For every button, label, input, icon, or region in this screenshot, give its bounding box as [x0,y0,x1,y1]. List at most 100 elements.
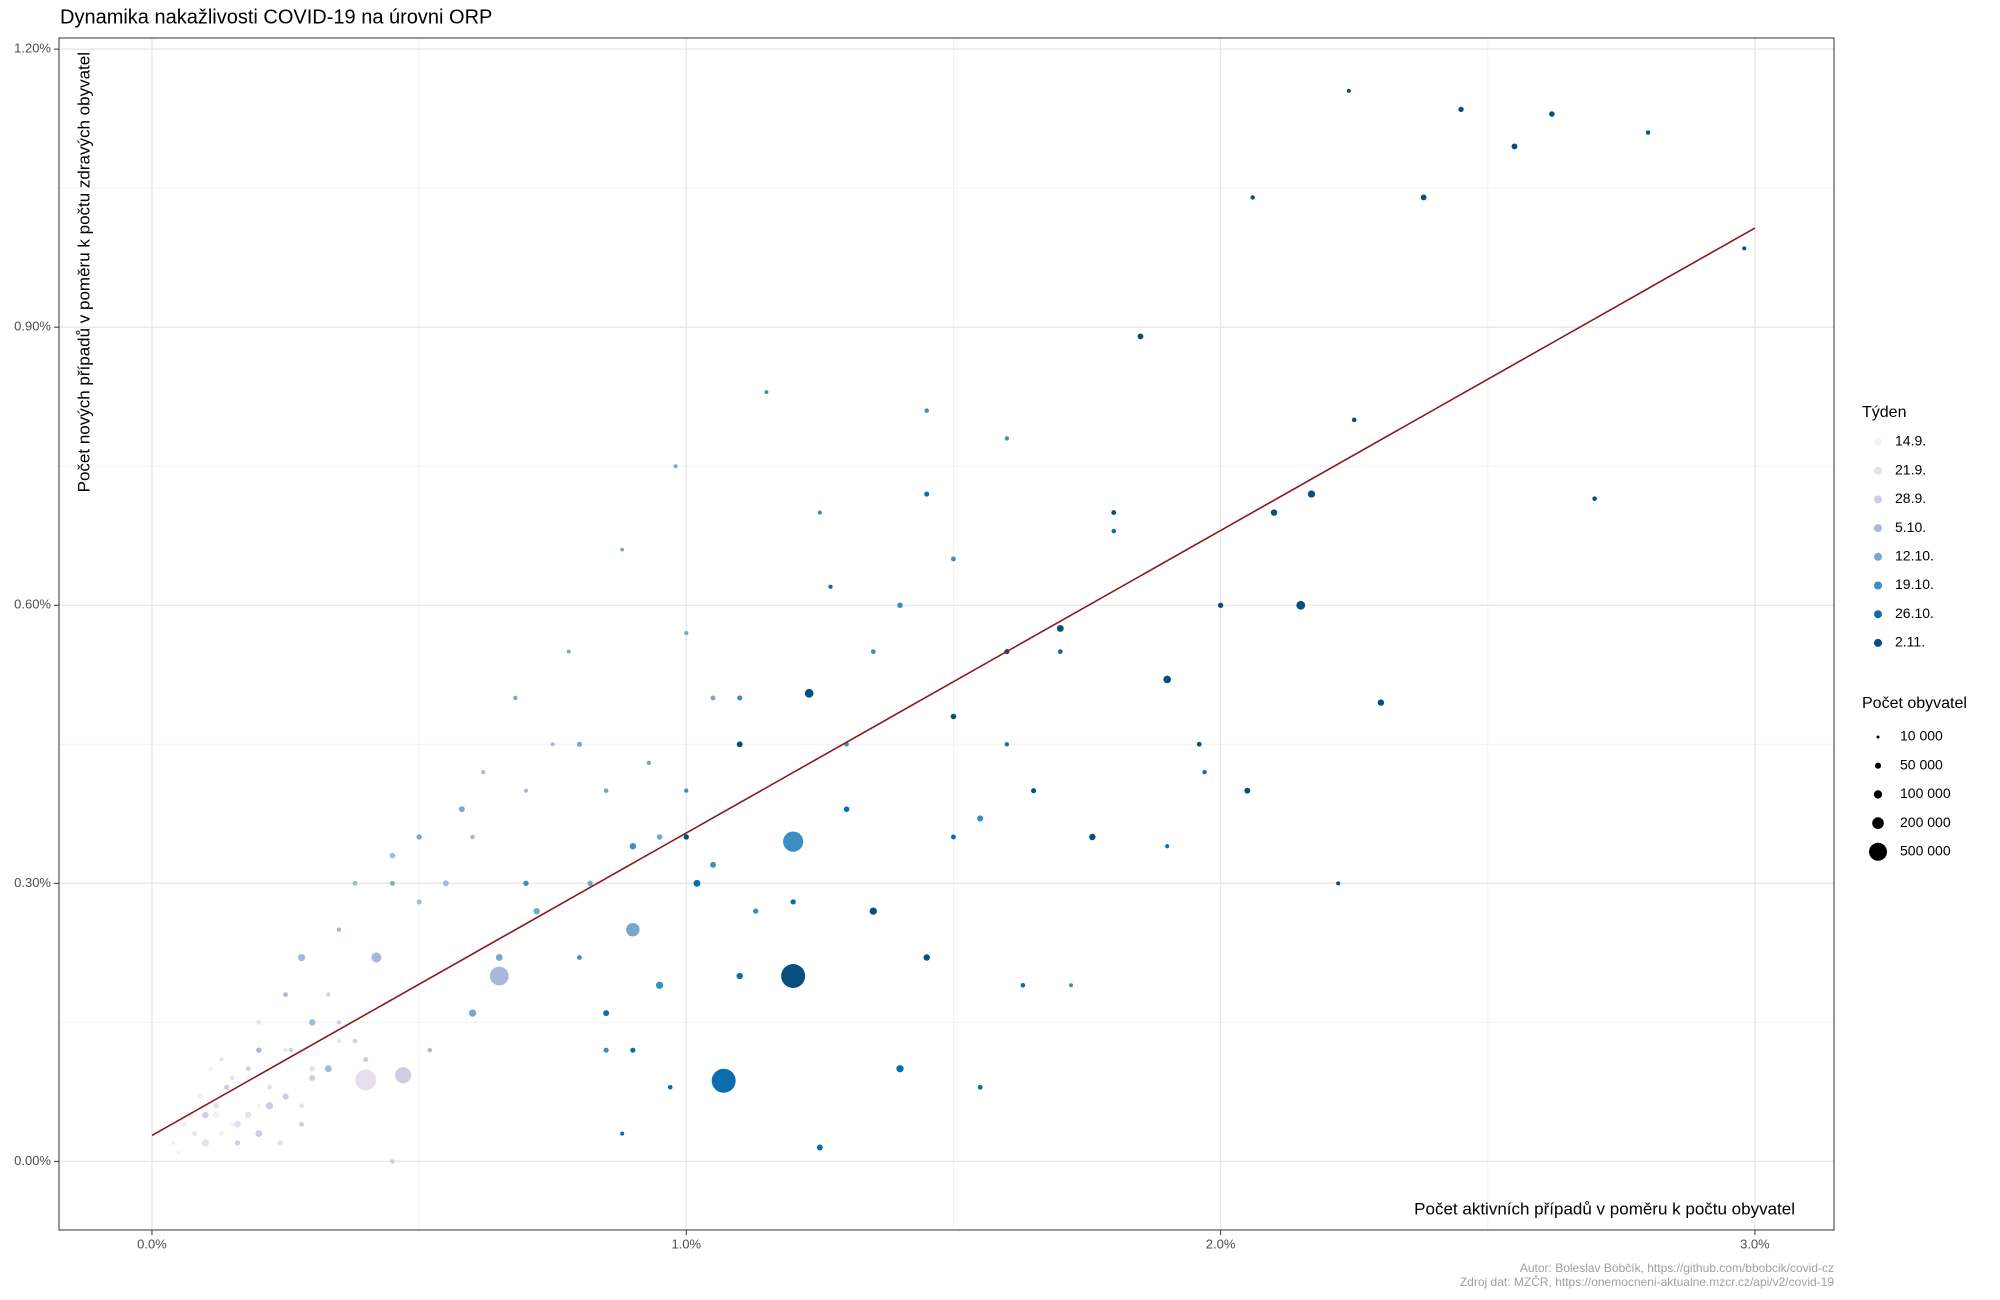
point [804,688,814,698]
point [513,695,518,701]
point [1165,844,1170,849]
point [951,556,956,562]
point [843,806,850,812]
point [201,1139,210,1147]
point [229,1122,235,1127]
point [1511,143,1518,150]
chart-title: Dynamika nakažlivosti COVID-19 na úrovni… [60,6,492,28]
point [693,879,701,887]
point [577,955,582,960]
point [673,464,678,469]
point [923,954,930,961]
point [630,1047,636,1053]
point [1031,788,1037,794]
point [1742,246,1747,251]
point [481,769,486,775]
legend-swatch [1874,552,1882,561]
point [1420,194,1427,201]
point [655,981,664,989]
point [277,1140,283,1146]
size-legend-label: 200 000 [1900,814,1951,830]
trend-line [151,227,1756,1137]
point [202,1111,209,1119]
point [1111,510,1117,516]
size-legend-swatch [1872,817,1884,829]
point [218,1130,225,1137]
point [1056,625,1064,632]
legend-label: 12.10. [1895,548,1934,564]
point [1244,787,1251,794]
point [266,1084,273,1090]
grid [59,38,1834,1230]
point [603,1047,609,1053]
size-legend-label: 100 000 [1900,785,1951,801]
point [683,834,689,840]
points [151,88,1756,1164]
point [213,1102,220,1109]
caption: Zdroj dat: MZČR, https://onemocneni-aktu… [1460,1274,1834,1289]
legend-label: 2.11. [1895,634,1925,650]
point [1111,528,1116,534]
point [371,952,382,963]
point [246,1075,251,1081]
point [336,1020,341,1025]
point [1089,833,1096,841]
point [523,880,529,887]
point [1217,602,1224,608]
y-tick-label: 0.00% [14,1153,51,1168]
point [297,953,306,962]
legend-label: 28.9. [1895,490,1926,506]
point [603,1010,610,1017]
point [924,491,930,497]
point [1020,982,1026,988]
point [550,742,555,747]
point [244,1111,252,1119]
point [736,972,743,980]
point [181,1121,187,1128]
point [1336,881,1341,886]
point [1592,496,1597,501]
point [646,760,652,766]
point [283,1048,288,1053]
size-legend-title: Počet obyvatel [1862,695,1967,712]
point [523,788,529,793]
panel-border [58,37,1835,1231]
x-tick-label: 2.0% [1206,1236,1236,1251]
legend: 14.9. 21.9. 28.9. 5.10. 12.10. 19.10. 26.10. 2.… [1869,433,1951,861]
point [212,1111,220,1119]
point [309,1065,316,1072]
size-legend-swatch [1869,842,1887,861]
point [245,1066,251,1072]
point [1137,333,1144,340]
point [626,922,640,937]
point [326,992,331,997]
x-tick-label: 3.0% [1740,1236,1770,1251]
point [753,908,759,914]
point [282,1093,289,1100]
point [1458,106,1464,113]
point [1270,509,1278,516]
x-tick-label: 1.0% [671,1236,701,1251]
point [781,964,806,989]
point [283,992,288,997]
point [977,1084,983,1090]
point [256,1020,262,1025]
point [711,1068,736,1093]
point [896,1065,904,1073]
point [870,649,876,654]
point [395,1067,412,1084]
legend-label: 19.10. [1895,576,1934,592]
point [495,954,503,961]
point [1351,417,1357,423]
point [265,1102,274,1110]
point [416,834,422,840]
point [468,1009,477,1017]
point [390,1159,395,1164]
point [352,880,358,886]
point [620,1131,625,1136]
point [566,649,571,654]
point [1346,88,1351,93]
y-axis-label: Počet nových případů v poměru k počtu zd… [74,52,93,492]
point [234,1120,241,1128]
